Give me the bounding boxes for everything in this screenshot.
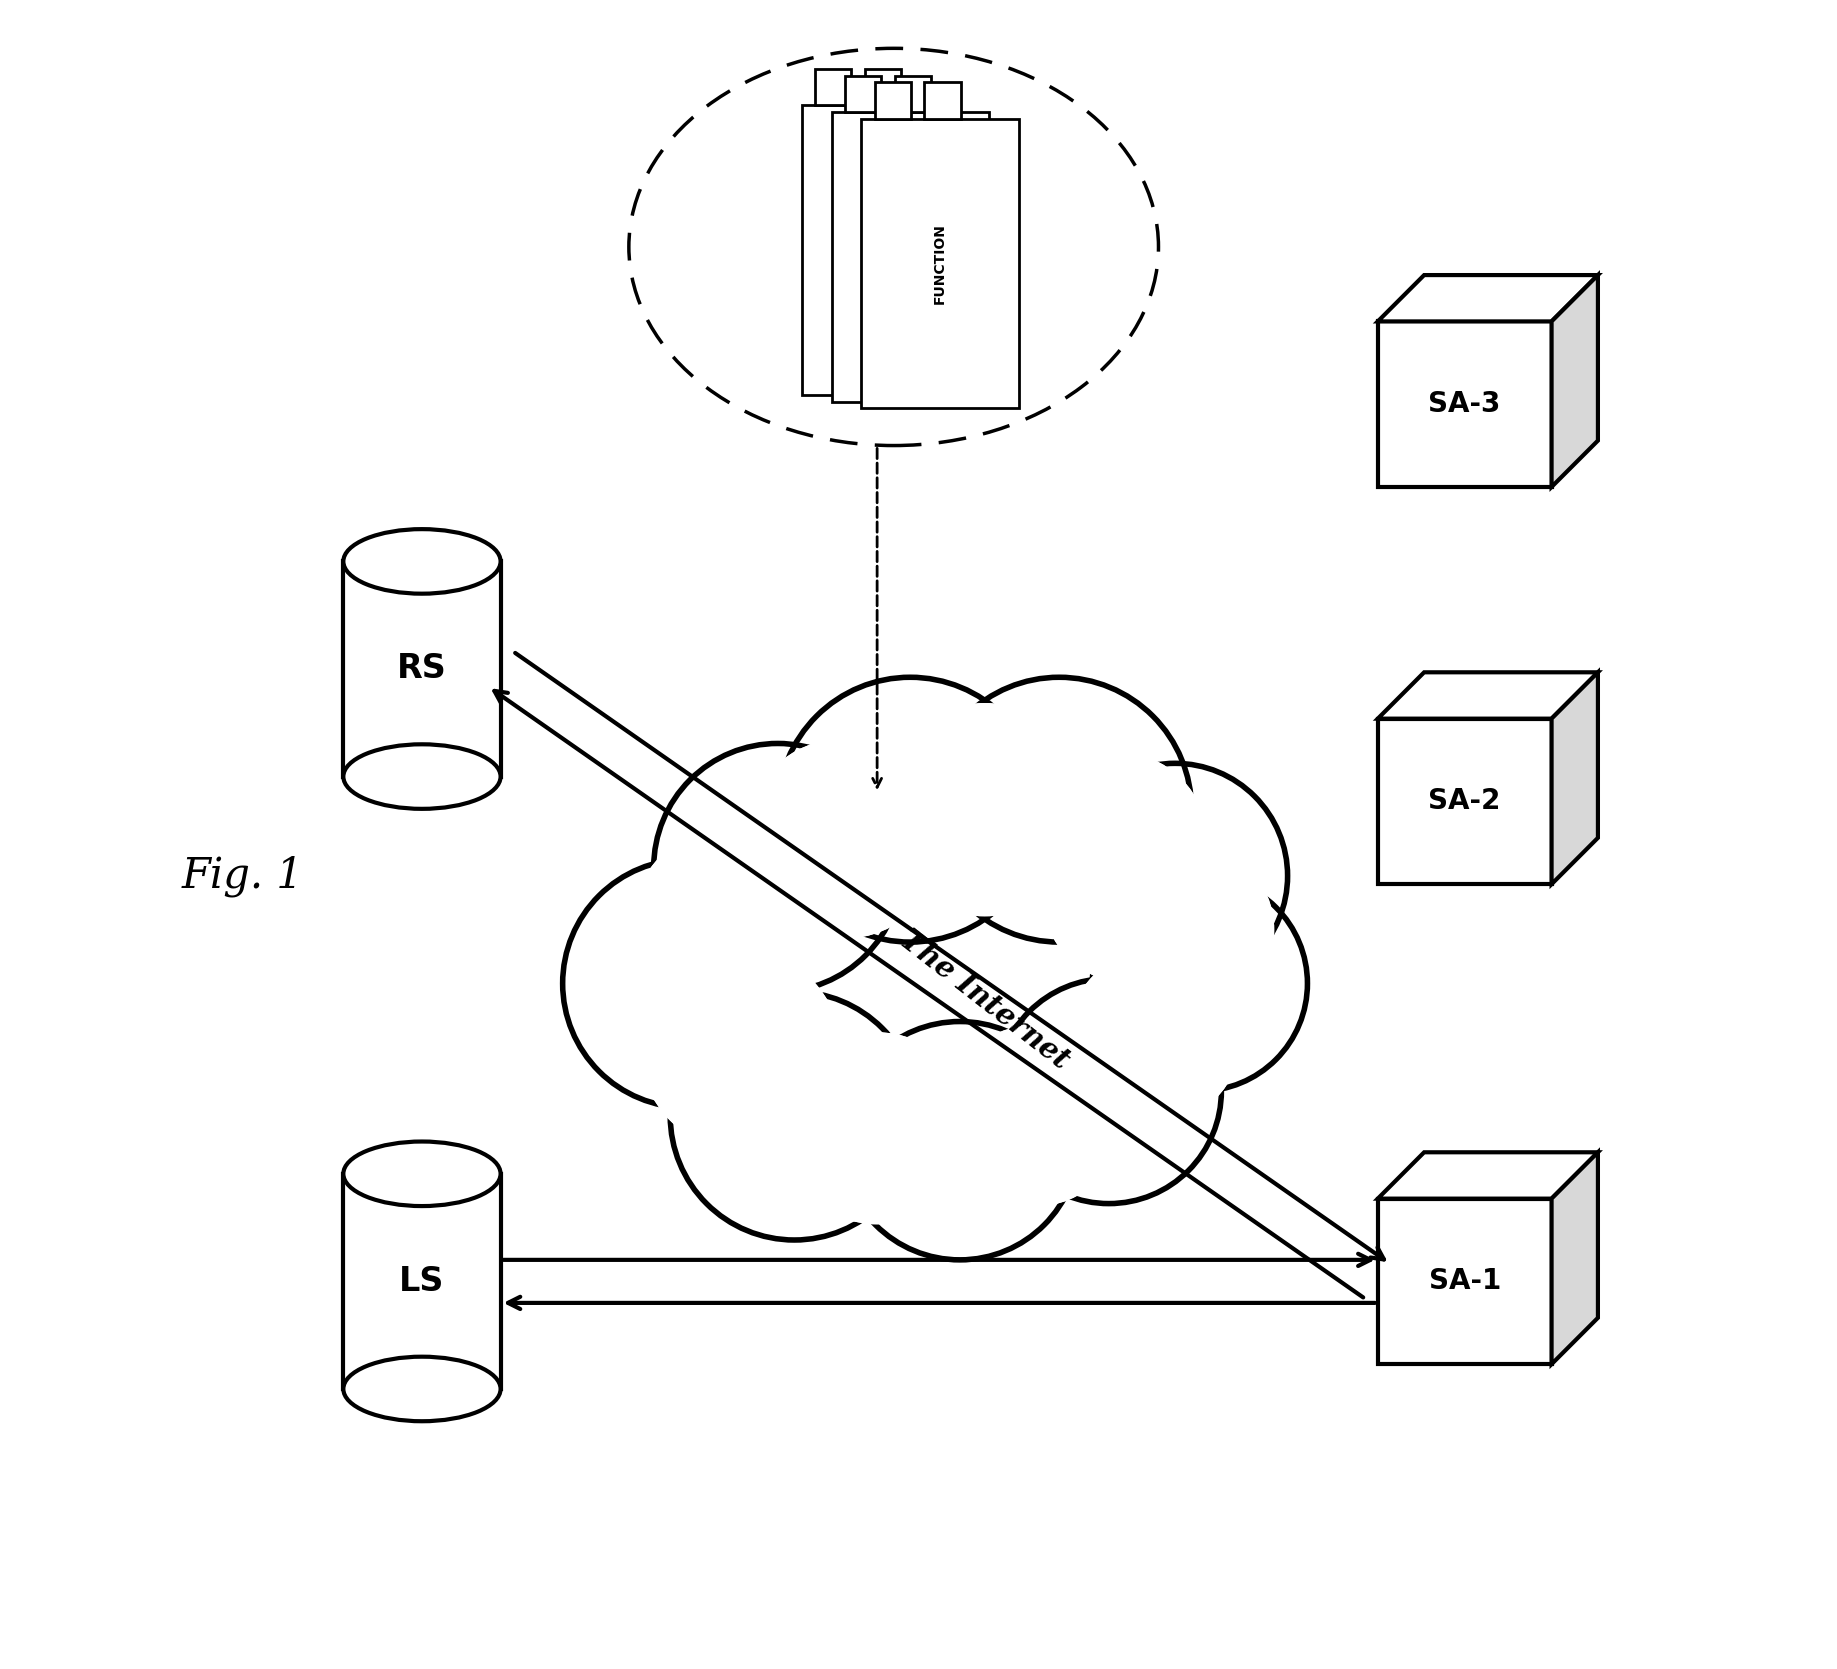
Circle shape: [744, 739, 944, 938]
Circle shape: [777, 678, 1043, 941]
Polygon shape: [1552, 1152, 1598, 1364]
Circle shape: [1069, 951, 1240, 1123]
Bar: [924, 82, 961, 118]
Bar: [895, 75, 931, 112]
Polygon shape: [1378, 673, 1598, 719]
Circle shape: [1043, 811, 1216, 983]
Polygon shape: [1378, 1152, 1598, 1198]
Circle shape: [1062, 763, 1288, 988]
Polygon shape: [1378, 275, 1598, 322]
Circle shape: [1102, 843, 1273, 1016]
Bar: [845, 75, 882, 112]
Circle shape: [1043, 811, 1216, 983]
Polygon shape: [1378, 322, 1552, 487]
Circle shape: [783, 1033, 972, 1223]
Text: RS: RS: [397, 653, 446, 686]
Bar: [874, 82, 911, 118]
Bar: [344, 1173, 502, 1389]
Circle shape: [634, 826, 832, 1025]
Circle shape: [944, 1026, 1124, 1207]
Bar: [344, 561, 502, 776]
Circle shape: [944, 1026, 1124, 1207]
Circle shape: [841, 1021, 1078, 1260]
Polygon shape: [1552, 275, 1598, 487]
Circle shape: [878, 704, 1091, 916]
Circle shape: [1027, 753, 1207, 933]
Circle shape: [634, 826, 832, 1025]
Polygon shape: [1378, 1198, 1552, 1364]
Bar: [832, 112, 988, 402]
Circle shape: [878, 704, 1091, 916]
Bar: [816, 68, 852, 105]
Polygon shape: [1378, 719, 1552, 885]
Circle shape: [783, 1033, 972, 1223]
Ellipse shape: [344, 529, 502, 594]
Bar: [862, 118, 1020, 409]
Ellipse shape: [344, 1142, 502, 1207]
Text: The Internet: The Internet: [895, 925, 1075, 1075]
Circle shape: [641, 950, 840, 1148]
Text: LS: LS: [399, 1265, 445, 1298]
Text: MODULE: MODULE: [873, 217, 887, 284]
Text: SA-2: SA-2: [1429, 788, 1501, 816]
Circle shape: [1069, 951, 1240, 1123]
Polygon shape: [1552, 673, 1598, 885]
Text: FUNCTION: FUNCTION: [933, 224, 948, 304]
Text: Fig. 1: Fig. 1: [182, 855, 303, 896]
Circle shape: [928, 678, 1192, 941]
Circle shape: [1093, 876, 1308, 1092]
Circle shape: [1027, 753, 1207, 933]
Bar: [801, 105, 959, 396]
Circle shape: [641, 950, 840, 1148]
Bar: [865, 68, 902, 105]
Circle shape: [654, 743, 902, 991]
Circle shape: [671, 991, 918, 1240]
Ellipse shape: [344, 744, 502, 809]
Ellipse shape: [344, 1357, 502, 1422]
Circle shape: [1102, 843, 1273, 1016]
Text: SA-3: SA-3: [1429, 391, 1501, 419]
Text: CONFIGU-
RATION: CONFIGU- RATION: [895, 219, 926, 295]
Circle shape: [996, 978, 1222, 1203]
Circle shape: [562, 860, 810, 1108]
Text: SA-1: SA-1: [1429, 1267, 1501, 1295]
Circle shape: [744, 739, 944, 938]
